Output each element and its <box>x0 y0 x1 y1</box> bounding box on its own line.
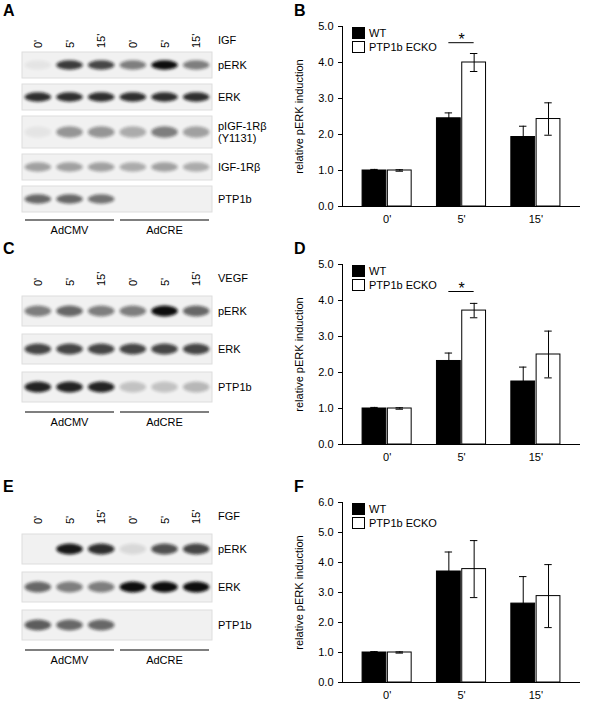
svg-text:PTP1b: PTP1b <box>218 381 252 393</box>
svg-text:1.0: 1.0 <box>318 164 333 176</box>
svg-text:IGF-1Rβ: IGF-1Rβ <box>218 161 260 173</box>
svg-text:3.0: 3.0 <box>318 92 333 104</box>
svg-text:ERK: ERK <box>218 581 241 593</box>
svg-text:5': 5' <box>64 278 76 286</box>
svg-text:pERK: pERK <box>218 59 247 71</box>
svg-text:1.0: 1.0 <box>318 646 333 658</box>
svg-text:*: * <box>458 280 464 297</box>
svg-text:15': 15' <box>190 510 202 524</box>
svg-text:3.0: 3.0 <box>318 330 333 342</box>
svg-text:AdCMV: AdCMV <box>51 416 90 428</box>
svg-text:5': 5' <box>159 516 171 524</box>
svg-text:5': 5' <box>457 451 465 463</box>
svg-text:2.0: 2.0 <box>318 616 333 628</box>
svg-text:0': 0' <box>32 278 44 286</box>
svg-text:2.0: 2.0 <box>318 366 333 378</box>
svg-text:0': 0' <box>127 40 139 48</box>
html-text:PTP1b ECKO: PTP1b ECKO <box>369 517 437 529</box>
svg-text:relative pERK induction: relative pERK induction <box>293 59 305 173</box>
html-text:D: D <box>294 240 306 257</box>
svg-text:E: E <box>3 478 14 495</box>
svg-text:IGF: IGF <box>218 34 237 46</box>
svg-text:4.0: 4.0 <box>318 56 333 68</box>
svg-text:ERK: ERK <box>218 91 241 103</box>
svg-text:C: C <box>3 240 15 257</box>
svg-text:5.0: 5.0 <box>318 258 333 270</box>
html-text:WT: WT <box>369 265 387 277</box>
svg-text:0': 0' <box>383 451 391 463</box>
svg-text:5.0: 5.0 <box>318 526 333 538</box>
svg-text:0': 0' <box>383 689 391 701</box>
svg-text:FGF: FGF <box>218 510 240 522</box>
svg-text:*: * <box>458 31 464 48</box>
svg-text:AdCRE: AdCRE <box>146 224 183 236</box>
svg-text:5.0: 5.0 <box>318 20 333 32</box>
svg-text:15': 15' <box>95 272 107 286</box>
svg-text:1.0: 1.0 <box>318 402 333 414</box>
svg-text:4.0: 4.0 <box>318 556 333 568</box>
svg-text:3.0: 3.0 <box>318 586 333 598</box>
svg-text:relative pERK induction: relative pERK induction <box>293 535 305 649</box>
svg-text:15': 15' <box>529 689 543 701</box>
svg-text:relative pERK induction: relative pERK induction <box>293 297 305 411</box>
svg-text:5': 5' <box>457 213 465 225</box>
svg-text:5': 5' <box>64 516 76 524</box>
svg-text:AdCRE: AdCRE <box>146 416 183 428</box>
html-text:F: F <box>294 478 304 495</box>
svg-text:0.0: 0.0 <box>318 676 333 688</box>
html-text:PTP1b ECKO: PTP1b ECKO <box>369 279 437 291</box>
svg-text:0': 0' <box>383 213 391 225</box>
svg-text:AdCMV: AdCMV <box>51 654 90 666</box>
svg-text:2.0: 2.0 <box>318 128 333 140</box>
svg-text:5': 5' <box>159 278 171 286</box>
svg-text:pERK: pERK <box>218 543 247 555</box>
html-text:B: B <box>294 2 306 19</box>
svg-text:15': 15' <box>529 213 543 225</box>
svg-text:6.0: 6.0 <box>318 496 333 508</box>
svg-text:0': 0' <box>127 278 139 286</box>
html-text:PTP1b ECKO: PTP1b ECKO <box>369 41 437 53</box>
svg-text:0': 0' <box>32 40 44 48</box>
html-text:WT: WT <box>369 503 387 515</box>
svg-text:15': 15' <box>529 451 543 463</box>
svg-text:A: A <box>3 2 15 19</box>
svg-text:0': 0' <box>127 516 139 524</box>
svg-text:AdCRE: AdCRE <box>146 654 183 666</box>
svg-text:AdCMV: AdCMV <box>51 224 90 236</box>
svg-text:0.0: 0.0 <box>318 438 333 450</box>
html-text:WT: WT <box>369 27 387 39</box>
svg-text:15': 15' <box>95 34 107 48</box>
svg-text:4.0: 4.0 <box>318 294 333 306</box>
svg-text:15': 15' <box>95 510 107 524</box>
svg-text:5': 5' <box>159 40 171 48</box>
svg-text:15': 15' <box>190 34 202 48</box>
svg-text:0.0: 0.0 <box>318 200 333 212</box>
svg-text:PTP1b: PTP1b <box>218 193 252 205</box>
svg-text:pIGF-1Rβ(Y1131): pIGF-1Rβ(Y1131) <box>218 120 267 144</box>
svg-text:ERK: ERK <box>218 343 241 355</box>
svg-text:5': 5' <box>457 689 465 701</box>
svg-text:5': 5' <box>64 40 76 48</box>
svg-text:PTP1b: PTP1b <box>218 619 252 631</box>
svg-text:15': 15' <box>190 272 202 286</box>
svg-text:pERK: pERK <box>218 305 247 317</box>
svg-text:0': 0' <box>32 516 44 524</box>
svg-text:VEGF: VEGF <box>218 272 248 284</box>
